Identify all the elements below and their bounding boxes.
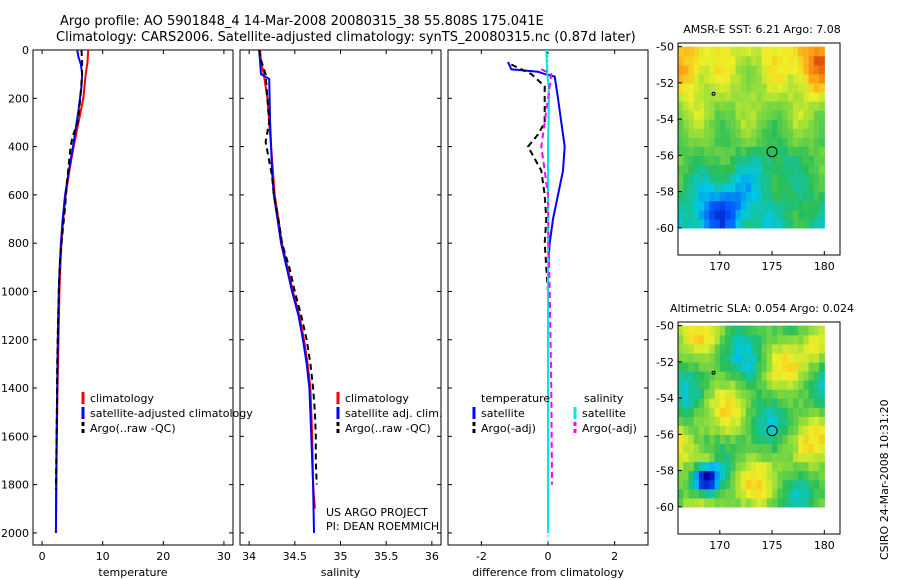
sal-legend-label: satellite adj. clim.	[345, 407, 442, 420]
sal-legend-label: Argo(..raw -QC)	[345, 422, 431, 435]
sla-axes-box	[677, 321, 841, 535]
diff-xtick-label: 0	[545, 550, 552, 563]
temp-ytick-label: 2000	[1, 527, 29, 540]
sla-xtick-label: 170	[709, 539, 730, 552]
sst-heatmap-grid	[678, 46, 825, 229]
temp-xtick-label: 20	[156, 550, 170, 563]
sst-axes-box	[677, 42, 841, 256]
sla-xtick-label: 175	[762, 539, 783, 552]
temp-ytick-label: 1600	[1, 430, 29, 443]
temp-ytick-label: 400	[8, 141, 29, 154]
sal-xtick-label: 34.5	[283, 550, 308, 563]
temp-xtick-label: 0	[39, 550, 46, 563]
sla-title: Altimetric SLA: 0.054 Argo: 0.024	[670, 302, 854, 315]
sst-ytick-label: -60	[656, 222, 674, 235]
timestamp-stamp: CSIRO 24-Mar-2008 10:31:20	[878, 399, 891, 560]
sst-argo-location-marker	[766, 146, 778, 158]
project-credit: US ARGO PROJECT PI: DEAN ROEMMICH	[326, 506, 439, 534]
diff-series-line	[510, 63, 549, 388]
sla-ytick-label: -54	[656, 392, 674, 405]
temp-ytick-label: 1000	[1, 285, 29, 298]
sst-ytick-label: -50	[656, 41, 674, 54]
sal-series-line	[258, 49, 318, 485]
credit-line2: PI: DEAN ROEMMICH	[326, 520, 440, 533]
temp-legend-label: climatology	[90, 392, 154, 405]
sst-ytick-label: -58	[656, 186, 674, 199]
credit-line1: US ARGO PROJECT	[326, 506, 428, 519]
sst-ytick-label: -56	[656, 149, 674, 162]
sst-xtick-label: 180	[814, 260, 835, 273]
sla-ytick-label: -50	[656, 320, 674, 333]
figure-title-line2: Climatology: CARS2006. Satellite-adjuste…	[56, 30, 636, 45]
diff-xlabel: difference from climatology	[472, 566, 624, 579]
temp-axes-box	[32, 49, 234, 546]
diff-sal-legend-label: satellite	[582, 407, 626, 420]
diff-legend-title-temp: temperature	[481, 392, 550, 405]
sla-argo-location-marker	[766, 425, 778, 437]
sla-ytick-label: -52	[656, 356, 674, 369]
sst-island-marker	[711, 91, 716, 96]
diff-sal-legend-label: Argo(-adj)	[582, 422, 637, 435]
sla-ytick-label: -60	[656, 501, 674, 514]
sla-island-marker	[711, 370, 716, 375]
temp-ytick-label: 600	[8, 189, 29, 202]
temp-ytick-label: 800	[8, 237, 29, 250]
sst-title: AMSR-E SST: 6.21 Argo: 7.08	[683, 23, 841, 36]
temp-ytick-label: 1400	[1, 382, 29, 395]
temp-ytick-label: 1200	[1, 334, 29, 347]
temp-ytick-label: 1800	[1, 479, 29, 492]
sst-xtick-label: 175	[762, 260, 783, 273]
temp-xtick-label: 10	[96, 550, 110, 563]
sla-heatmap-grid	[678, 325, 825, 508]
temp-legend-label: satellite-adjusted climatology	[90, 407, 253, 420]
sla-ytick-label: -58	[656, 465, 674, 478]
temp-series-line	[55, 49, 84, 490]
sst-xtick-label: 170	[709, 260, 730, 273]
sal-xtick-label: 34	[242, 550, 256, 563]
diff-xtick-label: -2	[476, 550, 487, 563]
sst-ytick-label: -54	[656, 113, 674, 126]
sla-xtick-label: 180	[814, 539, 835, 552]
sal-xlabel: salinity	[321, 566, 361, 579]
temp-xlabel: temperature	[98, 566, 167, 579]
diff-temp-legend-label: satellite	[481, 407, 525, 420]
diff-temp-legend-label: Argo(-adj)	[481, 422, 536, 435]
diff-series-line	[540, 68, 553, 485]
temp-ytick-label: 0	[22, 44, 29, 57]
temp-legend-label: Argo(..raw -QC)	[90, 422, 176, 435]
sal-xtick-label: 36	[425, 550, 439, 563]
sal-axes-box	[239, 49, 442, 546]
temp-ytick-label: 200	[8, 92, 29, 105]
sal-legend-label: climatology	[345, 392, 409, 405]
sal-xtick-label: 35	[334, 550, 348, 563]
diff-legend-title-sal: salinity	[584, 392, 624, 405]
temp-xtick-label: 30	[217, 550, 231, 563]
sst-ytick-label: -52	[656, 77, 674, 90]
diff-xtick-label: 2	[611, 550, 618, 563]
sal-xtick-label: 35.5	[374, 550, 399, 563]
figure-title-line1: Argo profile: AO 5901848_4 14-Mar-2008 2…	[60, 14, 544, 29]
sla-ytick-label: -56	[656, 428, 674, 441]
